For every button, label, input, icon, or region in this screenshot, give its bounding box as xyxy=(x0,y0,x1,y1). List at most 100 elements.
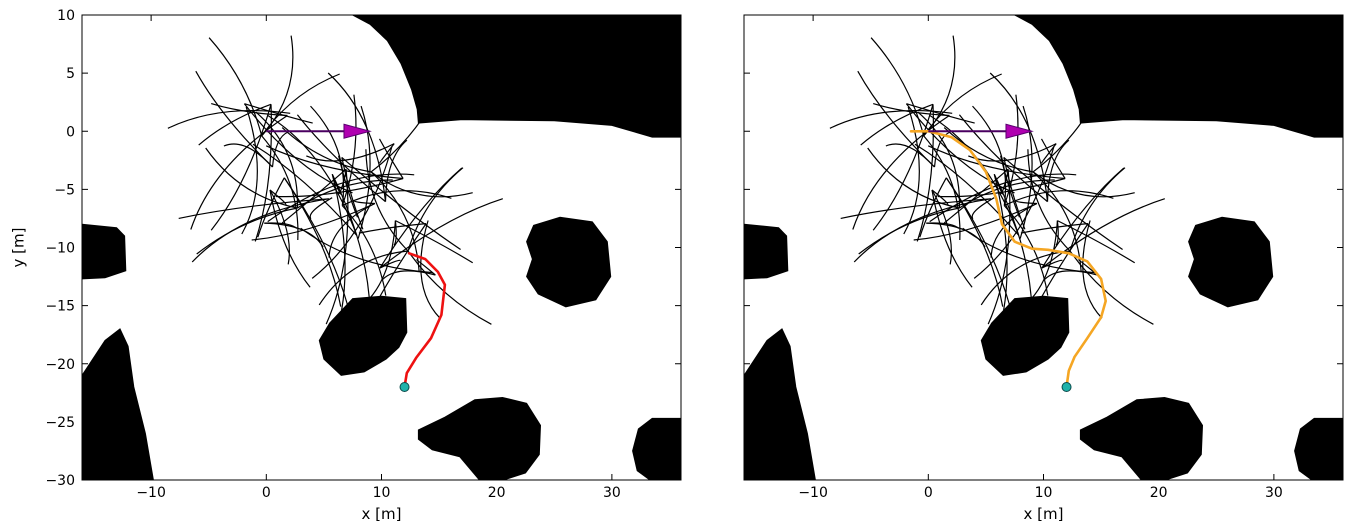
selected-path-line xyxy=(909,130,1107,389)
tree-4-branch-15 xyxy=(989,72,1049,202)
y-axis-label-left: y [m] xyxy=(9,228,27,268)
x-tick-label: 30 xyxy=(603,485,621,501)
tree-3-branch-1 xyxy=(972,105,1007,206)
tree-3-branch-8 xyxy=(914,143,1020,236)
tree-3-branch-15 xyxy=(328,202,376,258)
tree-3-branch-10 xyxy=(357,105,371,239)
tree-3-branch-8 xyxy=(252,143,358,236)
tree-5-branch-3 xyxy=(1069,250,1154,325)
tree-2-branch-3 xyxy=(858,207,960,255)
tree-2-branch-10 xyxy=(309,197,333,220)
tree-4-branch-5 xyxy=(927,145,1066,180)
tree-5-branch-9 xyxy=(1020,223,1089,234)
tree-5-branch-8 xyxy=(348,223,427,358)
tree-5-branch-12 xyxy=(1044,270,1098,280)
tree-1-branch-2 xyxy=(261,73,340,137)
x-axis-ticks-right: −10 0 10 20 30 xyxy=(798,15,1283,501)
obstacle-map-right xyxy=(744,15,1343,480)
obstacle-5 xyxy=(1188,216,1274,308)
tree-4-branch-8 xyxy=(1003,156,1123,250)
tree-4-branch-2 xyxy=(943,127,1034,173)
y-tick-label: −10 xyxy=(45,241,75,257)
tree-2-branch-9 xyxy=(853,198,991,263)
y-axis-ticks-left: 10 5 0 −5 −10 −15 −20 −25 −30 xyxy=(45,8,681,489)
tree-1-branch-8 xyxy=(873,103,950,117)
obstacle-4 xyxy=(318,295,408,376)
x-tick-label: 0 xyxy=(262,485,271,501)
tree-5-branch-9 xyxy=(358,223,427,234)
tree-5-branch-5 xyxy=(1041,198,1165,269)
tree-4-branch-3 xyxy=(1032,85,1104,173)
x-tick-label: 10 xyxy=(373,485,391,501)
tree-4-branch-16 xyxy=(384,139,408,202)
right-plot-panel: −10 0 10 20 30 x [m] xyxy=(743,14,1344,523)
obstacle-1 xyxy=(1014,15,1343,138)
tree-2-branch-14 xyxy=(269,189,290,265)
goal-point xyxy=(399,382,410,392)
tree-2-branch-15 xyxy=(931,189,973,288)
x-tick-label: 10 xyxy=(1035,485,1053,501)
x-tick-label: 20 xyxy=(1150,485,1168,501)
obstacle-2 xyxy=(744,223,789,280)
tree-4-branch-16 xyxy=(1046,139,1070,202)
tree-1-branch-11 xyxy=(244,103,313,124)
tree-4-branch-14 xyxy=(958,114,1048,203)
x-axis-label-right: x [m] xyxy=(1024,505,1064,523)
x-tick-label: 0 xyxy=(924,485,933,501)
tree-5-branch-16 xyxy=(1057,220,1136,264)
tree-3-branch-7 xyxy=(331,174,371,310)
tree-1-branch-3 xyxy=(870,37,925,137)
tree-2-branch-13 xyxy=(929,173,1077,223)
selected-path-left xyxy=(403,252,447,389)
x-tick-label: 30 xyxy=(1265,485,1283,501)
obstacle-6 xyxy=(417,396,542,480)
tree-5-branch-6 xyxy=(379,259,401,269)
tree-5-branch-14 xyxy=(1030,220,1058,300)
y-tick-label: −15 xyxy=(45,299,75,315)
x-tick-label: 20 xyxy=(488,485,506,501)
tree-2-branch-4 xyxy=(867,147,960,209)
tree-2-branch-6 xyxy=(919,177,947,238)
tree-2-branch-16 xyxy=(931,189,949,206)
goal-marker-right xyxy=(1061,382,1072,392)
tree-2-branch-10 xyxy=(971,197,995,220)
tree-5-branch-12 xyxy=(382,270,436,280)
tree-5-branch-3 xyxy=(407,250,492,325)
tree-1-branch-10 xyxy=(829,110,953,129)
obstacle-1 xyxy=(352,15,681,138)
tree-5-branch-8 xyxy=(1010,223,1089,358)
tree-4-branch-5 xyxy=(265,145,404,180)
tree-1-branch-16 xyxy=(857,70,935,168)
x-tick-label: −10 xyxy=(136,485,166,501)
tree-1-branch-8 xyxy=(211,103,288,117)
tree-4-branch-2 xyxy=(281,127,372,173)
tree-1-branch-14 xyxy=(271,131,289,168)
tree-4-branch-11 xyxy=(306,143,395,162)
obstacle-3 xyxy=(744,328,816,480)
tree-1-branch-7 xyxy=(254,104,272,242)
arrow-head xyxy=(343,123,372,139)
arrow-head xyxy=(1005,123,1034,139)
tree-1-branch-4 xyxy=(923,135,961,241)
tree-5-branch-14 xyxy=(368,220,396,300)
tree-2-branch-14 xyxy=(931,189,952,265)
tree-2-branch-9 xyxy=(191,198,329,263)
tree-4-branch-6 xyxy=(1040,138,1066,179)
tree-1-branch-2 xyxy=(923,73,1002,137)
tree-5-branch-13 xyxy=(300,227,433,274)
tree-2-branch-15 xyxy=(269,189,311,288)
tree-3-branch-16 xyxy=(913,202,1038,241)
tree-3-branch-13 xyxy=(999,172,1009,195)
tree-5-branch-1 xyxy=(318,250,409,306)
tree-3-branch-15 xyxy=(990,202,1038,258)
tree-5-branch-6 xyxy=(1041,259,1063,269)
tree-2-branch-11 xyxy=(926,222,986,248)
tree-2-branch-4 xyxy=(205,147,298,209)
tree-5-branch-15 xyxy=(1055,220,1059,246)
tree-2-branch-13 xyxy=(267,173,415,223)
tree-5-branch-4 xyxy=(365,149,409,252)
goal-point xyxy=(1061,382,1072,392)
selected-path-line xyxy=(403,252,447,389)
obstacle-4 xyxy=(980,295,1070,376)
